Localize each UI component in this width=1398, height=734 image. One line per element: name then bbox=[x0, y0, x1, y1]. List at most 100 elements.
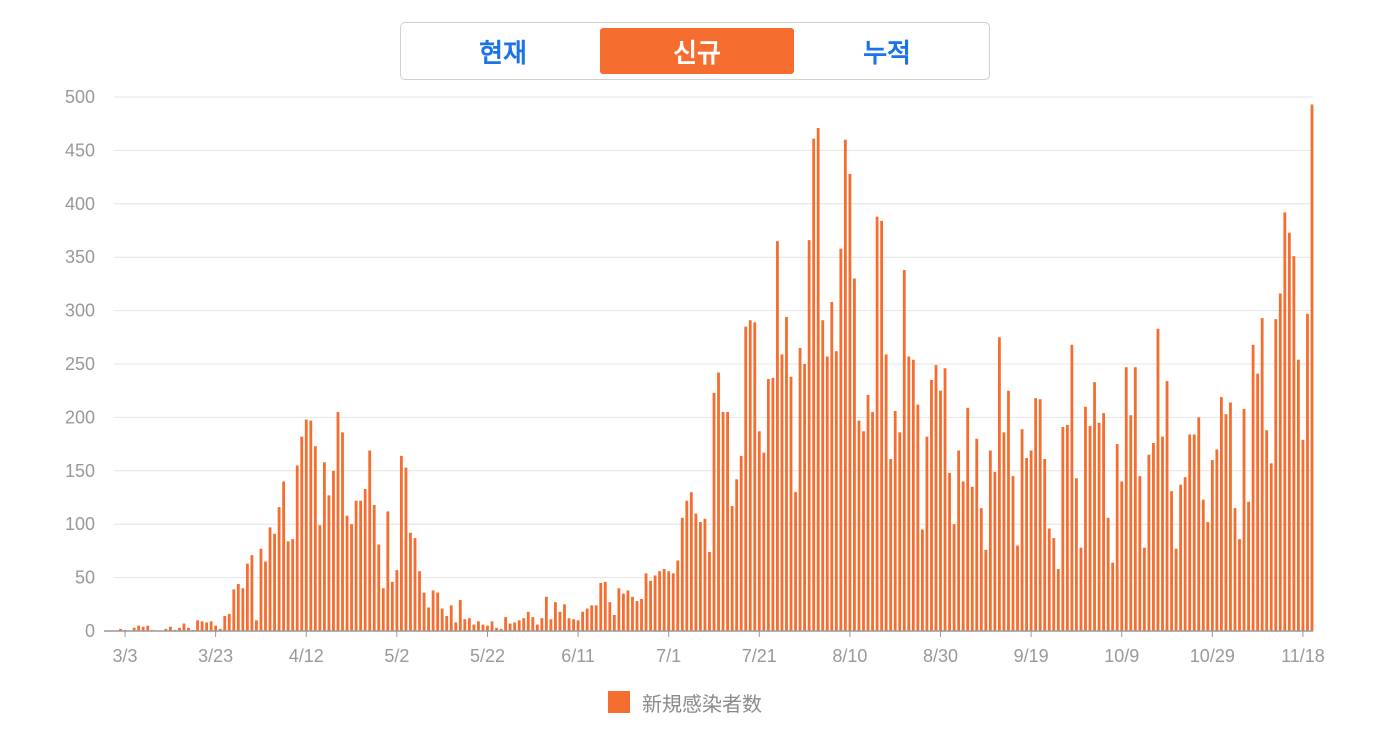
bar bbox=[930, 380, 933, 631]
bar bbox=[490, 621, 494, 631]
bar bbox=[1287, 232, 1291, 631]
bar bbox=[717, 372, 720, 631]
bar bbox=[993, 471, 997, 631]
bar bbox=[227, 613, 231, 631]
x-tick-label: 8/10 bbox=[832, 646, 867, 666]
bar bbox=[187, 627, 190, 631]
y-tick-label: 50 bbox=[75, 568, 95, 588]
bar bbox=[209, 621, 213, 631]
bar bbox=[853, 278, 856, 631]
bar bbox=[286, 541, 290, 631]
y-tick-label: 300 bbox=[65, 301, 95, 321]
bar bbox=[526, 611, 530, 631]
bar bbox=[866, 394, 870, 631]
bar bbox=[920, 529, 924, 631]
bar bbox=[531, 617, 535, 631]
bar bbox=[291, 539, 295, 631]
bar bbox=[499, 628, 503, 631]
bar bbox=[1056, 569, 1060, 631]
bar bbox=[1188, 434, 1192, 631]
bar bbox=[744, 326, 748, 631]
bar bbox=[381, 588, 385, 631]
bar bbox=[1138, 476, 1142, 631]
bar bbox=[966, 407, 970, 631]
bar bbox=[943, 368, 947, 631]
bar bbox=[748, 320, 752, 631]
bar bbox=[689, 492, 693, 631]
bar bbox=[513, 622, 517, 631]
bar bbox=[508, 623, 512, 631]
bar bbox=[377, 544, 381, 631]
bar bbox=[1088, 425, 1092, 631]
bar bbox=[825, 356, 829, 631]
bar bbox=[245, 563, 249, 631]
bar bbox=[1229, 402, 1232, 631]
bar bbox=[418, 571, 421, 631]
bar bbox=[988, 450, 992, 631]
bar bbox=[880, 220, 884, 631]
bar bbox=[907, 356, 911, 631]
bar bbox=[857, 420, 861, 631]
bar bbox=[1142, 547, 1146, 631]
bar bbox=[1174, 548, 1178, 631]
bar bbox=[730, 506, 734, 631]
bar bbox=[1011, 476, 1015, 631]
bar bbox=[445, 616, 449, 631]
bar bbox=[979, 508, 983, 631]
bar bbox=[712, 392, 716, 631]
tab-new[interactable]: 신규 bbox=[600, 28, 794, 74]
bar bbox=[549, 619, 553, 631]
bar bbox=[862, 431, 865, 631]
tab-current[interactable]: 현재 bbox=[479, 38, 527, 69]
bar bbox=[1065, 424, 1069, 631]
bar bbox=[961, 481, 965, 631]
bar bbox=[1124, 367, 1128, 631]
bar bbox=[902, 270, 906, 631]
bar bbox=[535, 624, 539, 631]
bar bbox=[1297, 359, 1300, 631]
tab-cumulative[interactable]: 누적 bbox=[863, 38, 911, 69]
bar bbox=[1224, 414, 1228, 631]
bar bbox=[345, 515, 349, 631]
y-tick-labels: 0 50 100 150 200 250 300 350 400 450 500 bbox=[65, 87, 95, 641]
bar bbox=[1210, 460, 1214, 631]
bar bbox=[164, 628, 168, 631]
bar bbox=[241, 588, 245, 631]
x-tick-label: 9/19 bbox=[1014, 646, 1049, 666]
bar bbox=[911, 359, 915, 631]
bar bbox=[1052, 538, 1056, 631]
bar bbox=[1206, 522, 1210, 631]
y-tick-label: 100 bbox=[65, 514, 95, 534]
bar bbox=[898, 432, 902, 631]
bars bbox=[119, 104, 1314, 632]
bar bbox=[970, 486, 974, 631]
bar bbox=[558, 611, 562, 631]
bar bbox=[436, 592, 440, 631]
bar bbox=[699, 522, 702, 631]
bar bbox=[1238, 539, 1241, 631]
bar bbox=[658, 571, 662, 631]
bar bbox=[255, 620, 258, 631]
bar bbox=[409, 532, 412, 631]
bar bbox=[467, 618, 471, 631]
bar bbox=[1106, 517, 1110, 631]
bar bbox=[359, 500, 363, 631]
bar bbox=[1278, 293, 1282, 631]
bar bbox=[1047, 528, 1051, 631]
bar bbox=[721, 412, 725, 631]
bar bbox=[205, 622, 209, 631]
bar bbox=[617, 588, 621, 631]
bar bbox=[1283, 212, 1287, 631]
bar bbox=[250, 555, 254, 631]
bar bbox=[477, 621, 480, 631]
bar bbox=[1215, 449, 1219, 631]
bar bbox=[454, 622, 458, 631]
bar bbox=[952, 524, 956, 631]
bar bbox=[223, 616, 227, 631]
bar bbox=[146, 625, 150, 631]
y-tick-label: 450 bbox=[65, 140, 95, 160]
bar bbox=[785, 317, 788, 631]
y-tick-label: 0 bbox=[85, 621, 95, 641]
bar bbox=[236, 584, 240, 631]
bar bbox=[848, 173, 852, 631]
